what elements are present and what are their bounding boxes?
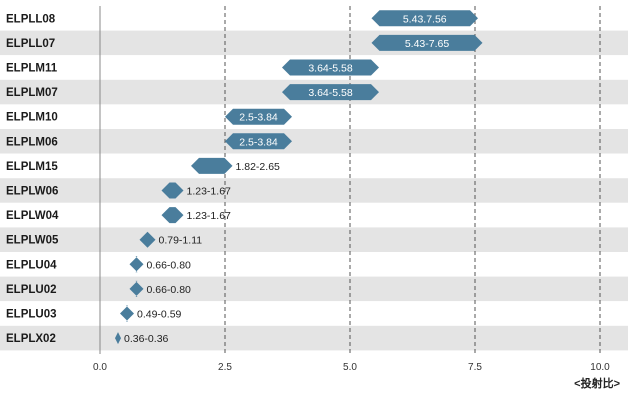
- category-label: ELPLW06: [6, 186, 58, 198]
- value-label: 3.64-5.58: [308, 63, 353, 75]
- row-band: [0, 301, 628, 326]
- category-label: ELPLM10: [6, 112, 58, 124]
- range-bar: [161, 207, 184, 224]
- row-band: [0, 153, 628, 179]
- range-bar: [371, 34, 483, 51]
- range-bar: [129, 256, 144, 273]
- row-band: [0, 30, 628, 56]
- range-bar: [225, 108, 292, 125]
- row-band: [0, 129, 628, 154]
- row-bands: [0, 6, 628, 351]
- category-label: ELPLM15: [6, 161, 58, 173]
- value-label: 0.36-0.36: [124, 333, 169, 345]
- value-label: 0.66-0.80: [147, 284, 192, 296]
- value-label: 2.5-3.84: [239, 112, 278, 124]
- row-band: [0, 178, 628, 203]
- row-band: [0, 276, 628, 302]
- value-label: 5.43-7.65: [405, 38, 450, 50]
- x-tick-label: 7.5: [468, 362, 482, 373]
- category-label: ELPLM07: [6, 87, 58, 99]
- value-label: 0.66-0.80: [147, 259, 192, 271]
- range-bar: [115, 332, 121, 345]
- range-bar: [161, 182, 184, 199]
- row-band: [0, 104, 628, 129]
- category-label: ELPLL07: [6, 38, 55, 50]
- category-label: ELPLU03: [6, 309, 57, 321]
- category-labels: ELPLL08 ELPLL07 ELPLM11 ELPLM07 ELPLM10 ELPLM…: [6, 13, 59, 345]
- row-band: [0, 325, 628, 351]
- value-label: 1.23-1.67: [187, 186, 232, 198]
- range-bar: [371, 10, 478, 27]
- category-label: ELPLU04: [6, 259, 57, 271]
- range-bar: [282, 59, 379, 76]
- row-band: [0, 252, 628, 277]
- range-bar: [191, 157, 233, 174]
- bars: [115, 10, 483, 345]
- category-label: ELPLM11: [6, 63, 58, 75]
- range-bar: [282, 84, 379, 101]
- value-label: 3.64-5.58: [308, 87, 353, 99]
- range-bar: [120, 305, 134, 322]
- row-band: [0, 227, 628, 252]
- category-label: ELPLX02: [6, 333, 56, 345]
- value-label: 2.5-3.84: [239, 136, 278, 148]
- value-label: 0.49-0.59: [137, 309, 182, 321]
- x-tick-label: 10.0: [590, 362, 610, 373]
- range-bar: [139, 231, 156, 248]
- row-band: [0, 6, 628, 31]
- value-label: 1.82-2.65: [236, 161, 281, 173]
- range-bar: [225, 133, 292, 150]
- value-label: 1.23-1.67: [187, 210, 232, 222]
- x-tick-label: 0.0: [93, 362, 107, 373]
- x-tick-label: 2.5: [218, 362, 232, 373]
- category-label: ELPLW04: [6, 210, 59, 222]
- x-tick-labels: 0.0 2.5 5.0 7.5 10.0: [93, 362, 610, 373]
- value-labels: 5.43.7.56 5.43-7.65 3.64-5.58 3.64-5.58 2.5-…: [124, 13, 449, 345]
- value-label: 0.79-1.11: [159, 235, 203, 247]
- category-label: ELPLW05: [6, 235, 59, 247]
- category-label: ELPLL08: [6, 13, 56, 25]
- category-label: ELPLM06: [6, 136, 58, 148]
- x-axis-label: <投射比>: [574, 376, 620, 390]
- category-label: ELPLU02: [6, 284, 57, 296]
- value-label: 5.43.7.56: [403, 13, 447, 25]
- x-tick-label: 5.0: [343, 362, 357, 373]
- range-bar: [129, 280, 144, 297]
- row-band: [0, 202, 628, 228]
